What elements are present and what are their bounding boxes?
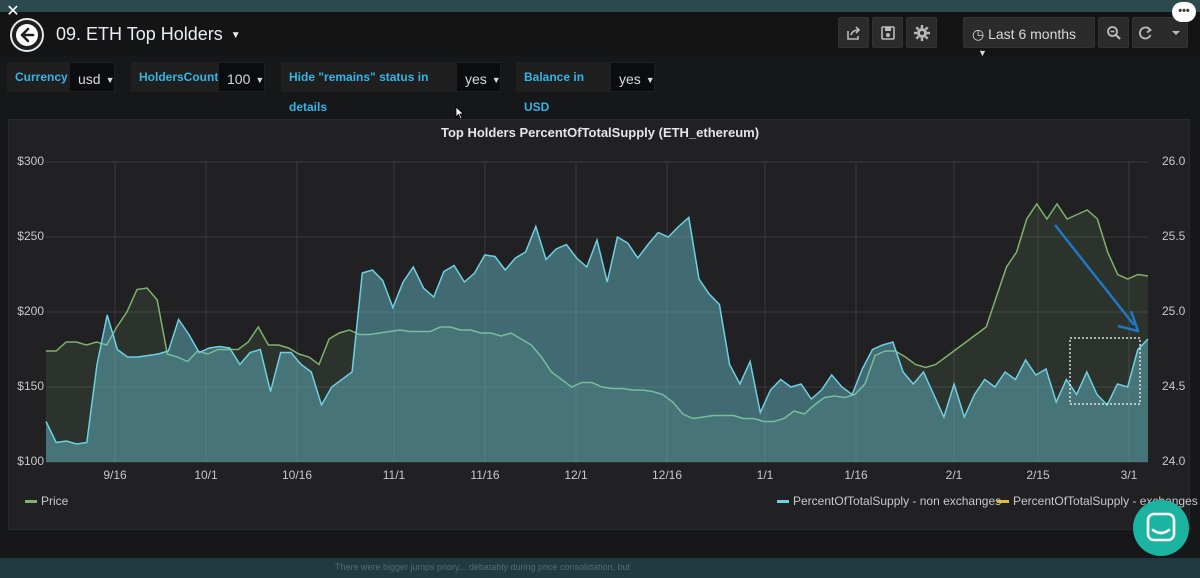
- legend-item-non-exchanges[interactable]: PercentOfTotalSupply - non exchanges: [777, 494, 1001, 508]
- y-right-tick-label: 24.0: [1162, 454, 1186, 468]
- series-non-exchanges-area: [46, 217, 1148, 462]
- legend-swatch-price: [25, 500, 37, 504]
- time-range-picker[interactable]: ◷ Last 6 months ▼: [963, 17, 1095, 58]
- variable-value-hide-remains: yes: [465, 71, 487, 87]
- time-range-label: Last 6 months: [988, 26, 1077, 42]
- chart-annotation: [1054, 224, 1141, 405]
- refresh-button[interactable]: [1132, 17, 1188, 48]
- more-options-icon[interactable]: •••: [1172, 2, 1196, 22]
- y-right-tick-label: 25.5: [1162, 229, 1186, 243]
- footer-text: There were bigger jumps priory... debata…: [335, 562, 630, 572]
- bottom-bar: [0, 558, 1200, 578]
- caret-down-icon: ▼: [230, 29, 241, 41]
- legend-swatch-non-exchanges: [777, 500, 789, 504]
- variable-select-hide-remains[interactable]: yes ▼: [456, 62, 501, 92]
- legend-label-price: Price: [41, 494, 69, 508]
- save-icon: [880, 25, 895, 40]
- chat-icon: [1146, 512, 1176, 542]
- caret-down-icon: ▼: [255, 75, 265, 86]
- x-tick-label: 12/16: [651, 468, 683, 482]
- mouse-cursor-icon: [455, 106, 465, 120]
- variable-value-balance-usd: yes: [619, 71, 641, 87]
- x-tick-label: 2/15: [1026, 468, 1050, 482]
- variable-select-currency[interactable]: usd ▼: [69, 62, 115, 92]
- legend-item-price[interactable]: Price: [25, 494, 68, 508]
- x-tick-label: 3/1: [1120, 468, 1138, 482]
- clock-icon: ◷: [972, 26, 985, 42]
- x-tick-label: 1/1: [756, 468, 774, 482]
- x-tick-label: 1/16: [844, 468, 868, 482]
- series-non-exchanges-line: [45, 216, 1149, 445]
- y-left-tick-label: $150: [17, 379, 44, 393]
- annotation-arrow-shaft: [1054, 224, 1135, 326]
- refresh-icon: [1139, 25, 1180, 39]
- y-left-tick-label: $200: [17, 304, 44, 318]
- caret-down-icon: ▼: [105, 75, 115, 86]
- y-right-tick-label: 26.0: [1162, 154, 1186, 168]
- x-tick-label: 12/1: [564, 468, 588, 482]
- x-tick-label: 2/1: [945, 468, 963, 482]
- legend-label-non-exchanges: PercentOfTotalSupply - non exchanges: [793, 494, 1002, 508]
- variable-value-currency: usd: [78, 71, 101, 87]
- zoom-out-button[interactable]: [1098, 17, 1129, 48]
- chart-grid: [46, 161, 1148, 463]
- chart-series: [45, 202, 1149, 462]
- x-tick-label: 10/1: [194, 468, 218, 482]
- arrow-left-icon: [16, 24, 38, 46]
- x-tick-label: 11/1: [382, 468, 406, 482]
- back-button[interactable]: [10, 18, 44, 52]
- settings-button[interactable]: [906, 17, 937, 48]
- top-strip: [0, 0, 1200, 12]
- y-left-tick-label: $300: [17, 154, 44, 168]
- close-icon[interactable]: ✕: [6, 3, 20, 20]
- variable-label-hide-remains: Hide "remains" status in details: [281, 62, 456, 114]
- caret-down-icon: ▼: [491, 75, 501, 86]
- y-left-tick-label: $250: [17, 229, 44, 243]
- panel-title[interactable]: Top Holders PercentOfTotalSupply (ETH_et…: [440, 125, 760, 140]
- share-icon: [846, 25, 860, 40]
- variable-label-balance-usd: Balance in USD: [516, 62, 610, 114]
- annotation-arrow-head: [1117, 310, 1140, 333]
- caret-down-icon: ▼: [978, 48, 987, 58]
- variable-select-balance-usd[interactable]: yes ▼: [610, 62, 655, 92]
- chat-button[interactable]: [1133, 500, 1189, 556]
- x-tick-label: 9/16: [103, 468, 127, 482]
- y-right-tick-label: 25.0: [1162, 304, 1186, 318]
- x-tick-label: 11/16: [470, 468, 500, 482]
- dashboard-title[interactable]: 09. ETH Top Holders ▼: [56, 24, 241, 45]
- legend-swatch-exchanges: [997, 500, 1009, 504]
- variable-select-holderscount[interactable]: 100 ▼: [218, 62, 265, 92]
- variable-label-currency: Currency: [7, 62, 69, 92]
- series-price-area: [46, 204, 1148, 462]
- y-right-tick-label: 24.5: [1162, 379, 1186, 393]
- variable-value-holderscount: 100: [227, 71, 251, 87]
- y-left-tick-label: $100: [17, 454, 44, 468]
- caret-down-icon: ▼: [645, 75, 655, 86]
- save-button[interactable]: [872, 17, 903, 48]
- variable-label-holderscount: HoldersCount: [131, 62, 218, 92]
- share-button[interactable]: [838, 17, 869, 48]
- dashboard-title-text: 09. ETH Top Holders: [56, 24, 223, 44]
- series-price-line: [46, 202, 1149, 423]
- zoom-out-icon: [1106, 25, 1121, 40]
- x-tick-label: 10/16: [281, 468, 313, 482]
- gear-icon: [913, 24, 930, 41]
